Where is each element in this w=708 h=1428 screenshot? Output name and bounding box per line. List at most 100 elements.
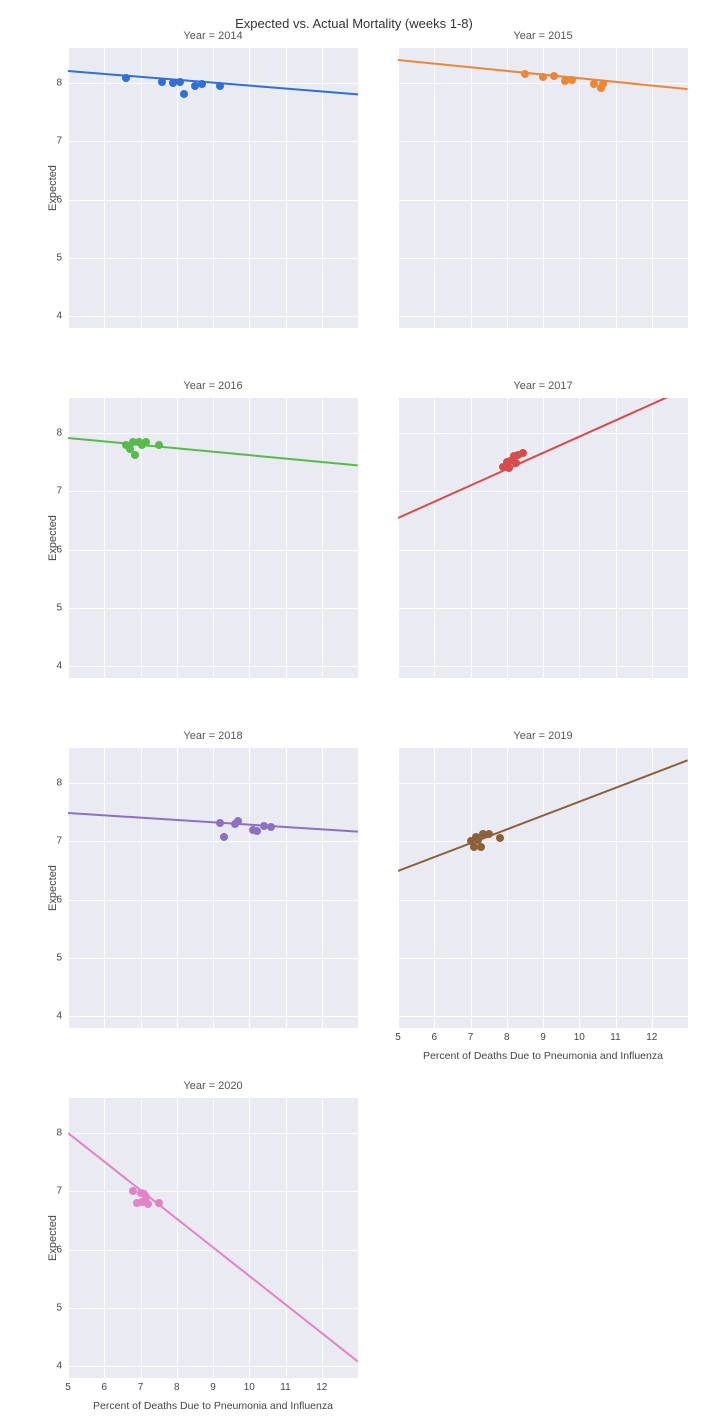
gridline-h	[398, 141, 688, 142]
gridline-v	[213, 398, 214, 678]
gridline-h	[398, 841, 688, 842]
gridline-v	[213, 1098, 214, 1378]
gridline-v	[507, 398, 508, 678]
gridline-v	[177, 398, 178, 678]
gridline-v	[322, 748, 323, 1028]
xtick-label: 11	[610, 1032, 620, 1043]
x-axis-label: Percent of Deaths Due to Pneumonia and I…	[68, 1400, 358, 1412]
ytick-label: 7	[56, 836, 62, 847]
gridline-v	[507, 48, 508, 328]
data-point	[144, 1200, 152, 1208]
facet-title: Year = 2018	[68, 730, 358, 742]
data-point	[539, 73, 547, 81]
gridline-h	[398, 608, 688, 609]
gridline-v	[249, 48, 250, 328]
xtick-label: 8	[174, 1382, 180, 1393]
gridline-v	[213, 748, 214, 1028]
plot-area	[398, 48, 688, 328]
gridline-v	[543, 398, 544, 678]
xtick-label: 8	[504, 1032, 510, 1043]
ytick-label: 7	[56, 486, 62, 497]
gridline-v	[616, 398, 617, 678]
data-point	[122, 74, 130, 82]
facet-title: Year = 2017	[398, 380, 688, 392]
xtick-label: 10	[574, 1032, 585, 1043]
gridline-v	[141, 1098, 142, 1378]
gridline-h	[68, 900, 358, 901]
ytick-label: 5	[56, 603, 62, 614]
gridline-v	[471, 48, 472, 328]
y-axis-label: Expected	[47, 165, 59, 211]
facet-y2020: Year = 20205678910111245678ExpectedPerce…	[68, 1098, 358, 1378]
ytick-label: 4	[56, 661, 62, 672]
plot-area	[68, 1098, 358, 1378]
x-axis-label: Percent of Deaths Due to Pneumonia and I…	[398, 1050, 688, 1062]
facet-y2015: Year = 2015	[398, 48, 688, 328]
gridline-v	[543, 748, 544, 1028]
gridline-h	[398, 491, 688, 492]
xtick-label: 9	[210, 1382, 216, 1393]
ytick-label: 8	[56, 1128, 62, 1139]
gridline-h	[68, 1191, 358, 1192]
ytick-label: 4	[56, 311, 62, 322]
y-axis-label: Expected	[47, 1215, 59, 1261]
gridline-v	[104, 748, 105, 1028]
gridline-h	[398, 316, 688, 317]
plot-area	[68, 398, 358, 678]
gridline-v	[398, 748, 399, 1028]
gridline-h	[68, 433, 358, 434]
gridline-v	[652, 398, 653, 678]
xtick-label: 6	[101, 1382, 107, 1393]
gridline-h	[68, 666, 358, 667]
gridline-v	[68, 748, 69, 1028]
gridline-v	[434, 748, 435, 1028]
xtick-label: 5	[395, 1032, 401, 1043]
data-point	[155, 441, 163, 449]
plot-area	[68, 748, 358, 1028]
facet-title: Year = 2014	[68, 30, 358, 42]
gridline-h	[398, 900, 688, 901]
gridline-v	[68, 48, 69, 328]
gridline-v	[213, 48, 214, 328]
figure-suptitle: Expected vs. Actual Mortality (weeks 1-8…	[0, 16, 708, 31]
data-point	[216, 819, 224, 827]
data-point	[155, 1199, 163, 1207]
gridline-v	[68, 398, 69, 678]
gridline-h	[398, 200, 688, 201]
gridline-v	[471, 748, 472, 1028]
data-point	[477, 843, 485, 851]
facet-y2016: Year = 201645678Expected	[68, 398, 358, 678]
gridline-h	[68, 1250, 358, 1251]
gridline-v	[286, 398, 287, 678]
ytick-label: 7	[56, 136, 62, 147]
gridline-h	[68, 258, 358, 259]
gridline-h	[68, 550, 358, 551]
data-point	[131, 451, 139, 459]
gridline-v	[579, 48, 580, 328]
ytick-label: 4	[56, 1011, 62, 1022]
gridline-v	[398, 48, 399, 328]
gridline-h	[398, 958, 688, 959]
gridline-v	[543, 48, 544, 328]
facet-title: Year = 2015	[398, 30, 688, 42]
gridline-v	[579, 398, 580, 678]
data-point	[216, 82, 224, 90]
data-point	[198, 80, 206, 88]
ytick-label: 8	[56, 78, 62, 89]
ytick-label: 5	[56, 953, 62, 964]
plot-area	[398, 748, 688, 1028]
gridline-v	[652, 48, 653, 328]
y-axis-label: Expected	[47, 865, 59, 911]
gridline-v	[68, 1098, 69, 1378]
facet-y2019: Year = 201956789101112Percent of Deaths …	[398, 748, 688, 1028]
facet-title: Year = 2019	[398, 730, 688, 742]
xtick-label: 7	[138, 1382, 144, 1393]
data-point	[599, 80, 607, 88]
facet-y2018: Year = 201845678Expected	[68, 748, 358, 1028]
xtick-label: 9	[540, 1032, 546, 1043]
facet-title: Year = 2016	[68, 380, 358, 392]
gridline-h	[68, 141, 358, 142]
gridline-v	[249, 398, 250, 678]
gridline-h	[398, 783, 688, 784]
gridline-v	[398, 398, 399, 678]
